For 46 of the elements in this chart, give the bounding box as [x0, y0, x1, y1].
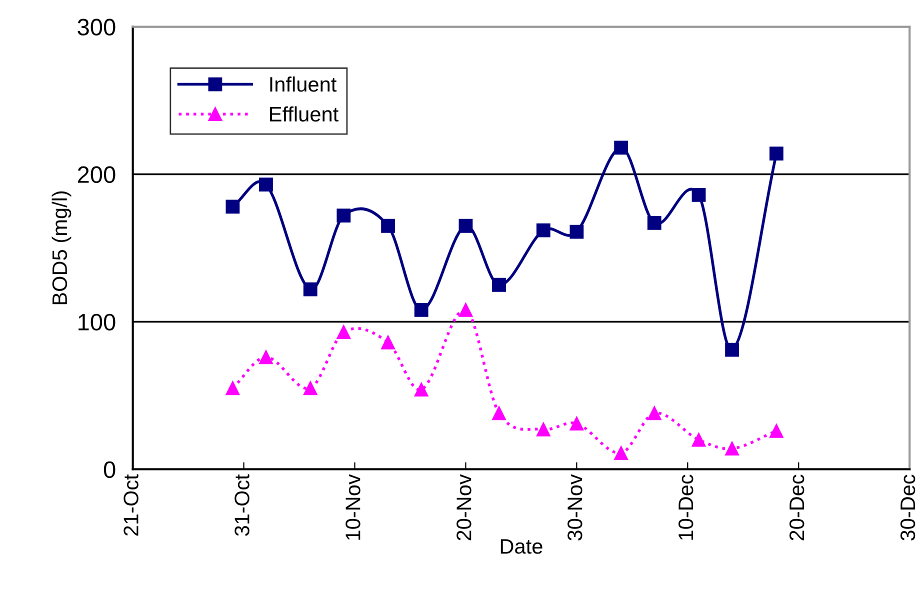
- legend-label: Effluent: [270, 106, 338, 122]
- point: [336, 325, 351, 340]
- point: [226, 381, 240, 396]
- point: [614, 140, 628, 155]
- point: [614, 446, 628, 460]
- point: [303, 381, 318, 396]
- y-tick-label: 200: [78, 166, 116, 184]
- point: [414, 303, 428, 317]
- x-tick-label: 20-Nov: [456, 474, 472, 540]
- legend-label: Influent: [270, 76, 337, 92]
- x-tick-label: 21-Oct: [124, 474, 138, 536]
- x-tick-label: 10-Dec: [678, 474, 694, 540]
- point: [570, 224, 584, 239]
- point: [336, 208, 351, 222]
- x-tick-label: 31-Oct: [234, 474, 250, 536]
- point: [414, 382, 428, 397]
- point: [536, 422, 550, 436]
- point: [259, 178, 273, 192]
- point: [647, 406, 662, 420]
- x-tick-label: 30-Dec: [900, 474, 916, 540]
- point: [259, 350, 273, 364]
- point: [492, 278, 506, 292]
- point: [570, 416, 584, 430]
- point: [458, 303, 473, 317]
- y-tick-label: 0: [104, 461, 116, 478]
- point: [769, 146, 784, 161]
- x-tick-label: 20-Dec: [789, 474, 804, 540]
- point: [769, 424, 784, 438]
- x-tick-label: 10-Nov: [346, 474, 360, 540]
- point: [303, 282, 318, 296]
- point: [725, 442, 739, 456]
- point: [647, 216, 662, 230]
- point: [536, 223, 550, 238]
- point: [725, 342, 739, 357]
- point: [458, 218, 473, 233]
- point: [692, 432, 706, 447]
- point: [692, 188, 706, 202]
- y-axis-title: BOD5 (mg/l): [52, 191, 72, 304]
- point: [381, 218, 395, 233]
- x-tick-label: 30-Nov: [568, 474, 582, 540]
- point: [226, 200, 240, 214]
- point: [492, 406, 506, 420]
- y-tick-label: 100: [78, 314, 116, 331]
- point: [381, 335, 395, 350]
- x-axis-title: Date: [500, 539, 542, 554]
- y-tick-label: 300: [78, 18, 116, 36]
